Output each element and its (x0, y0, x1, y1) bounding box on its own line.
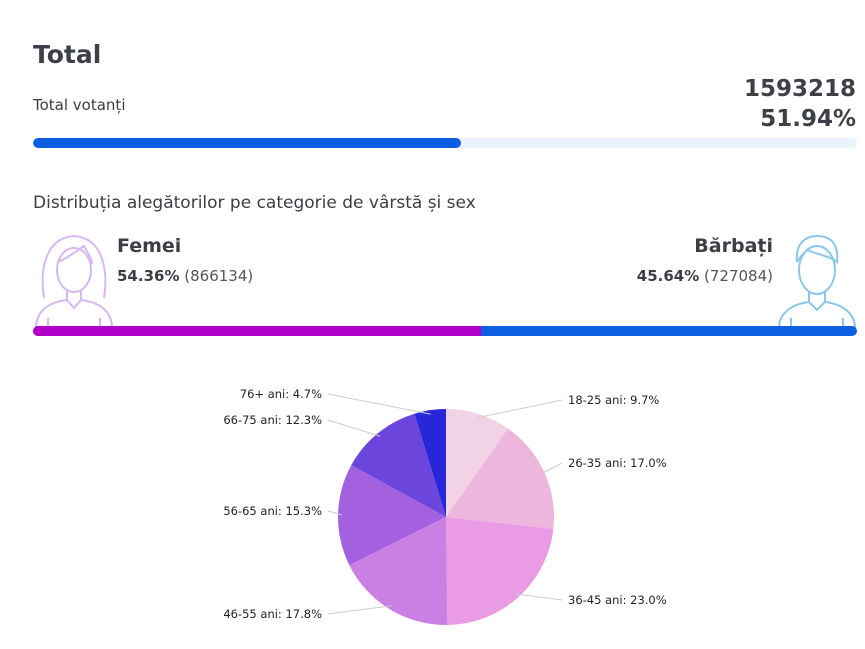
pie-slice-26-35-ani (446, 428, 554, 529)
total-voters-percent: 51.94% (760, 106, 856, 132)
pie-leader-line (477, 399, 563, 419)
male-label: Bărbați (694, 235, 773, 257)
male-stats: 45.64% (727084) (637, 267, 773, 285)
pie-label: 46-55 ani: 17.8% (223, 607, 322, 621)
female-percent: 54.36% (117, 267, 180, 285)
turnout-progress-bar (33, 138, 857, 148)
page-title: Total (33, 40, 102, 69)
female-avatar-icon (35, 234, 113, 328)
gender-split-female-fill (33, 326, 481, 336)
male-count: (727084) (704, 267, 773, 285)
total-voters-count: 1593218 (743, 76, 856, 102)
pie-slice-36-45-ani (446, 517, 554, 625)
gender-split-bar (33, 326, 857, 336)
male-avatar-icon (778, 234, 856, 328)
pie-label: 66-75 ani: 12.3% (223, 413, 322, 427)
age-pie-chart: 18-25 ani: 9.7% 26-35 ani: 17.0% 36-45 ani… (223, 387, 667, 625)
female-count: (866134) (184, 267, 254, 285)
distribution-title: Distribuția alegătorilor pe categorie de… (33, 193, 476, 213)
pie-label: 36-45 ani: 23.0% (568, 593, 667, 607)
pie-label: 76+ ani: 4.7% (240, 387, 322, 401)
pie-label: 26-35 ani: 17.0% (568, 456, 667, 470)
pie-leader-line (515, 593, 563, 601)
pie-slice-76-ani (414, 409, 446, 517)
total-voters-label: Total votanți (33, 96, 126, 114)
pie-label: 56-65 ani: 15.3% (223, 504, 322, 518)
pie-slice-18-25-ani (446, 409, 508, 517)
pie-leader-line (540, 462, 563, 475)
pie-leader-line (327, 419, 381, 437)
pie-leader-line (327, 393, 431, 415)
female-label: Femei (117, 235, 182, 257)
pie-label: 18-25 ani: 9.7% (568, 393, 659, 407)
female-stats: 54.36% (866134) (117, 267, 253, 285)
pie-leader-line (327, 605, 392, 615)
turnout-progress-fill (33, 138, 461, 148)
pie-slice-56-65-ani (338, 465, 446, 566)
male-percent: 45.64% (636, 267, 700, 285)
pie-slice-66-75-ani (351, 413, 446, 517)
pie-leader-line (327, 510, 343, 516)
pie-slice-46-55-ani (349, 517, 448, 625)
